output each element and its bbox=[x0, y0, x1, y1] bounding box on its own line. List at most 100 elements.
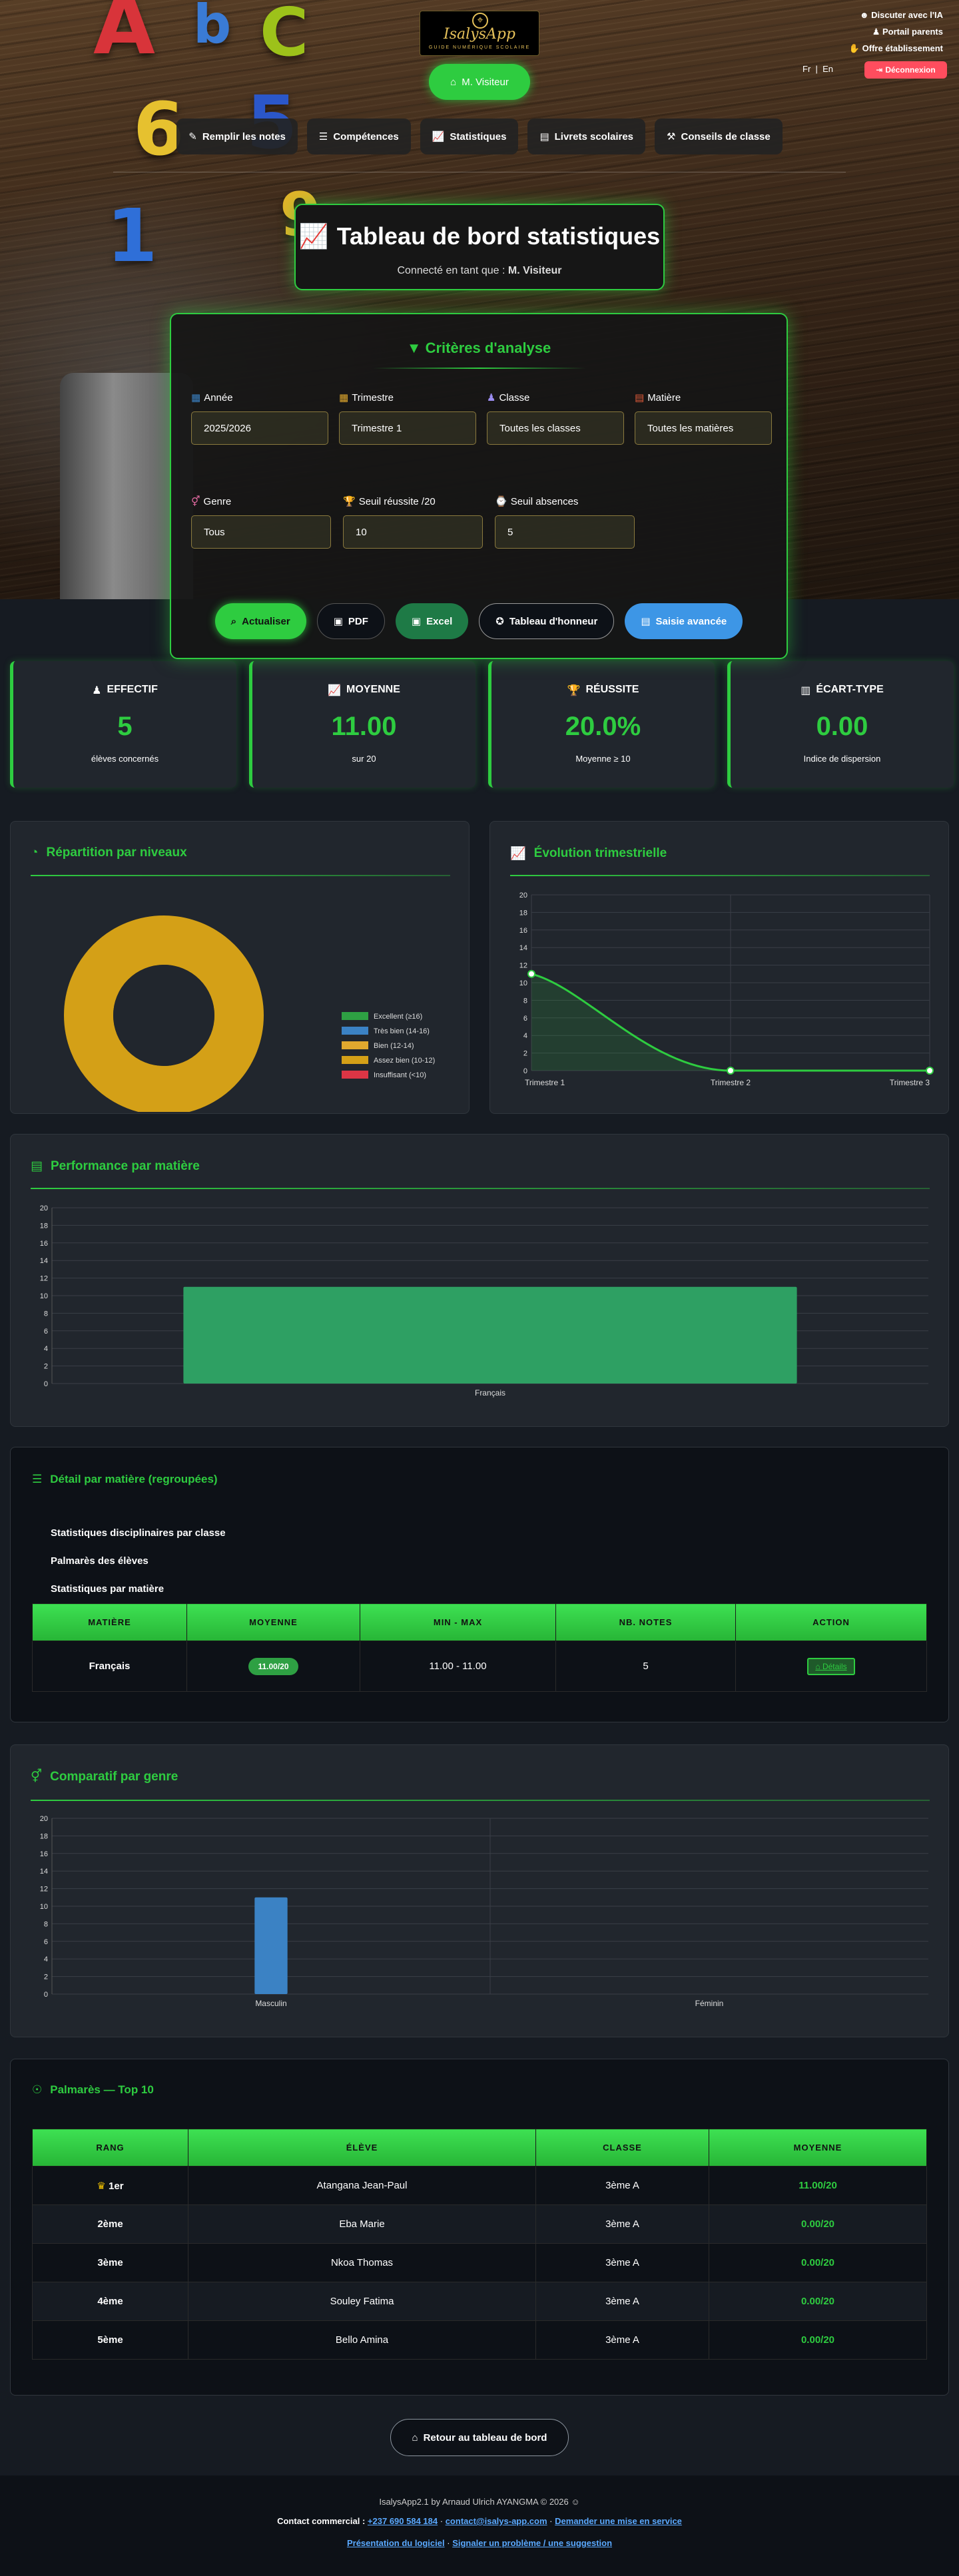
list-icon: ☰ bbox=[318, 131, 328, 142]
chart-line-icon: 📈 bbox=[298, 222, 329, 250]
ai-chat-link[interactable]: ☻ Discuter avec l'IA bbox=[859, 10, 943, 20]
col-header: MIN - MAX bbox=[360, 1603, 556, 1641]
phone-link[interactable]: +237 690 584 184 bbox=[367, 2516, 438, 2526]
ranking-table: RANG ÉLÈVE CLASSE MOYENNE ♛ 1er Atangana… bbox=[32, 2129, 927, 2360]
class-cell: 3ème A bbox=[535, 2166, 709, 2205]
y-tick-label: 0 bbox=[44, 1991, 48, 1999]
y-tick-label: 16 bbox=[40, 1850, 48, 1858]
home-icon: ⌂ bbox=[450, 76, 457, 88]
average-cell: 0.00/20 bbox=[709, 2243, 927, 2282]
school-offer-link[interactable]: ✋ Offre établissement bbox=[848, 43, 943, 53]
subject-select[interactable]: Toutes les matières bbox=[635, 411, 772, 445]
detail-panel: ☰ Détail par matière (regroupées) Statist… bbox=[10, 1447, 949, 1722]
absence-threshold-input[interactable]: 5 bbox=[495, 515, 635, 549]
refresh-button[interactable]: ⌕ Actualiser bbox=[214, 603, 306, 639]
discipline-stats-link[interactable]: Statistiques disciplinaires par classe bbox=[51, 1527, 226, 1539]
col-header: MOYENNE bbox=[709, 2129, 927, 2167]
rank-cell: 4ème bbox=[32, 2282, 188, 2321]
trophy-icon: 🏆 bbox=[343, 496, 356, 507]
nav-report-books[interactable]: ▤ Livrets scolaires bbox=[527, 119, 646, 154]
search-icon: ⌕ bbox=[230, 615, 237, 627]
users-icon: ♟ bbox=[872, 27, 882, 37]
nav-fill-grades[interactable]: ✎ Remplir les notes bbox=[176, 119, 298, 154]
class-select[interactable]: Toutes les classes bbox=[487, 411, 624, 445]
col-header: RANG bbox=[32, 2129, 188, 2167]
legend-label: Très bien (14-16) bbox=[374, 1027, 430, 1035]
handshake-icon: ✋ bbox=[848, 43, 862, 53]
details-button[interactable]: ⌂ Détails bbox=[807, 1658, 855, 1675]
visitor-label: M. Visiteur bbox=[462, 76, 509, 88]
table-row: ♛ 1er Atangana Jean-Paul 3ème A 11.00/20 bbox=[32, 2166, 927, 2205]
y-tick-label: 20 bbox=[40, 1204, 48, 1212]
student-cell: Souley Fatima bbox=[188, 2282, 536, 2321]
y-tick-label: 12 bbox=[40, 1886, 48, 1894]
excel-button[interactable]: ▣ Excel bbox=[395, 603, 469, 639]
y-tick-label: 14 bbox=[40, 1257, 48, 1265]
action-cell: ⌂ Détails bbox=[735, 1641, 927, 1692]
logo-tagline: GUIDE NUMÉRIQUE SCOLAIRE bbox=[428, 45, 531, 50]
report-issue-link[interactable]: Signaler un problème / une suggestion bbox=[452, 2538, 613, 2548]
nav-class-councils[interactable]: ⚒ Conseils de classe bbox=[655, 119, 783, 154]
rank-cell: 3ème bbox=[32, 2243, 188, 2282]
table-row: 2ème Eba Marie 3ème A 0.00/20 bbox=[32, 2204, 927, 2244]
page-title: 📈 Tableau de bord statistiques bbox=[298, 222, 661, 250]
footer-links: Présentation du logiciel · Signaler un p… bbox=[346, 2538, 613, 2548]
kpi-ecart-type: ▥ ÉCART-TYPE 0.00 Indice de dispersion bbox=[727, 661, 954, 788]
rank-cell: 2ème bbox=[32, 2204, 188, 2244]
table-row: Français 11.00/20 11.00 - 11.00 5 ⌂ Déta… bbox=[32, 1641, 927, 1692]
legend-label: Insuffisant (<10) bbox=[374, 1071, 426, 1079]
gender-select[interactable]: Tous bbox=[191, 515, 331, 549]
app-logo[interactable]: ⌖ IsalysApp GUIDE NUMÉRIQUE SCOLAIRE bbox=[420, 11, 539, 56]
year-field: ▦ Année 2025/2026 bbox=[191, 391, 328, 445]
class-cell: 3ème A bbox=[535, 2204, 709, 2244]
term-select[interactable]: Trimestre 1 bbox=[339, 411, 476, 445]
y-tick-label: 10 bbox=[40, 1903, 48, 1911]
kpi-subtitle: sur 20 bbox=[352, 754, 376, 764]
back-to-dashboard-button[interactable]: ⌂ Retour au tableau de bord bbox=[390, 2419, 569, 2456]
rank-cell: ♛ 1er bbox=[32, 2166, 188, 2205]
lang-fr[interactable]: Fr bbox=[802, 64, 811, 74]
legend-swatch bbox=[342, 1071, 368, 1079]
advanced-entry-button[interactable]: ▤ Saisie avancée bbox=[625, 603, 743, 639]
class-cell: 3ème A bbox=[535, 2243, 709, 2282]
nav-skills[interactable]: ☰ Compétences bbox=[306, 119, 411, 154]
visitor-button[interactable]: ⌂ M. Visiteur bbox=[429, 64, 530, 100]
col-header: ÉLÈVE bbox=[188, 2129, 536, 2167]
y-tick-label: 12 bbox=[519, 962, 527, 970]
logout-button[interactable]: ⇥ Déconnexion bbox=[864, 61, 947, 79]
kpi-value: 5 bbox=[117, 712, 133, 741]
logo-name: IsalysApp bbox=[444, 26, 515, 43]
honor-board-button[interactable]: ✪ Tableau d'honneur bbox=[479, 603, 615, 639]
presentation-link[interactable]: Présentation du logiciel bbox=[346, 2538, 445, 2548]
year-select[interactable]: 2025/2026 bbox=[191, 411, 328, 445]
crown-icon: ♛ bbox=[97, 2180, 109, 2192]
book-icon: ▤ bbox=[635, 392, 645, 403]
x-tick-label: Trimestre 1 bbox=[525, 1078, 565, 1087]
doughnut-hole bbox=[113, 965, 214, 1066]
y-tick-label: 4 bbox=[523, 1032, 527, 1040]
data-point bbox=[727, 1067, 735, 1075]
student-ranking-link[interactable]: Palmarès des élèves bbox=[51, 1555, 149, 1567]
nav-statistics[interactable]: 📈 Statistiques bbox=[420, 119, 519, 154]
y-tick-label: 18 bbox=[40, 1222, 48, 1230]
venus-mars-icon: ⚥ bbox=[191, 496, 200, 507]
criteria-panel: ▼ Critères d'analyse ▦ Année 2025/2026 ▦ T… bbox=[170, 313, 788, 659]
email-link[interactable]: contact@isalys-app.com bbox=[445, 2516, 547, 2526]
trend-chart-panel: 📈 Évolution trimestrielle 0 2 4 6 8 10 12 14 16 18… bbox=[489, 821, 949, 1114]
x-tick-label: Français bbox=[475, 1388, 505, 1398]
y-tick-label: 6 bbox=[44, 1938, 48, 1946]
legend-label: Excellent (≥16) bbox=[374, 1013, 422, 1021]
pdf-button[interactable]: ▣ PDF bbox=[316, 603, 385, 639]
kpi-value: 11.00 bbox=[331, 712, 397, 741]
table-row: 4ème Souley Fatima 3ème A 0.00/20 bbox=[32, 2282, 927, 2321]
y-tick-label: 2 bbox=[44, 1973, 48, 1981]
y-tick-label: 2 bbox=[44, 1363, 48, 1371]
y-tick-label: 12 bbox=[40, 1275, 48, 1283]
request-service-link[interactable]: Demander une mise en service bbox=[555, 2516, 682, 2526]
x-tick-label: Trimestre 2 bbox=[711, 1078, 751, 1087]
lang-en[interactable]: En bbox=[822, 64, 834, 74]
subject-stats-link[interactable]: Statistiques par matière bbox=[51, 1583, 164, 1595]
success-threshold-input[interactable]: 10 bbox=[343, 515, 483, 549]
parents-portal-link[interactable]: ♟ Portail parents bbox=[872, 27, 943, 37]
author-avatar-icon: ☺ bbox=[571, 2497, 580, 2507]
